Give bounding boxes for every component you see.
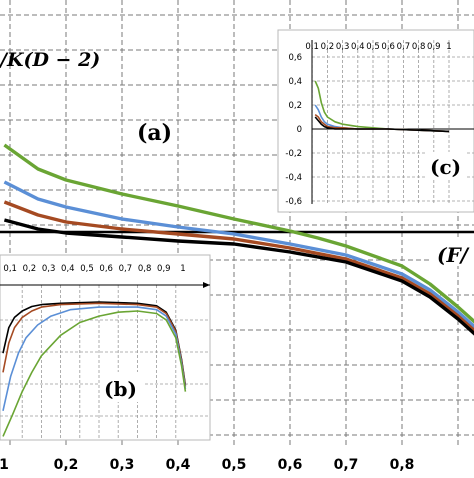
inset-b-frame — [0, 254, 211, 441]
main-x-tick-label: 0,6 — [278, 457, 303, 473]
inset-b-x-tick-label: 0,8 — [138, 264, 152, 274]
inset-c-x-tick-label: 0,1 — [305, 42, 319, 52]
inset-c-y-tick-label: -0,6 — [285, 197, 302, 207]
inset-c-x-tick-label: 0,8 — [412, 42, 426, 52]
panel-label-c: (c) — [430, 155, 461, 179]
inset-c-y-tick-label: -0,4 — [285, 173, 302, 183]
main-x-tick-label: 0,8 — [390, 457, 415, 473]
inset-c-y-tick-label: 0,4 — [288, 77, 302, 87]
inset-b-x-tick-label: 0,9 — [157, 264, 171, 274]
inset-b-x-tick-label: 0,5 — [80, 264, 94, 274]
inset-c-y-tick-labels: 0,6 0,4 0,2 0 -0,2 -0,4 -0,6 — [285, 53, 302, 207]
inset-c-y-tick-label: 0,2 — [288, 101, 302, 111]
inset-c-series — [314, 80, 450, 133]
inset-b-series-line-2 — [2, 306, 187, 411]
main-y-axis-label: /K(D − 2) — [0, 49, 100, 71]
inset-c-series-line-3 — [314, 116, 450, 133]
main-x-tick-labels: 1 0,2 0,3 0,4 0,5 0,6 0,7 0,8 — [0, 457, 414, 473]
inset-c-x-tick-label: 0,5 — [366, 42, 380, 52]
inset-c-y-tick-label: 0,6 — [288, 53, 302, 63]
inset-b-x-tick-labels: 0,1 0,2 0,3 0,4 0,5 0,6 0,7 0,8 0,9 1 — [3, 264, 185, 274]
main-series — [3, 143, 474, 336]
inset-c-x-tick-label: 0,7 — [397, 42, 411, 52]
main-series-line-1 — [3, 180, 474, 329]
inset-b-axis-arrow — [203, 282, 210, 288]
inset-b: 0,1 0,2 0,3 0,4 0,5 0,6 0,7 0,8 0,9 1 (b) — [0, 254, 211, 441]
main-x-tick-label: 0,3 — [110, 457, 135, 473]
inset-b-x-tick-label: 0,3 — [42, 264, 56, 274]
inset-c: 0,1 0,2 0,3 0,4 0,5 0,6 0,7 0,8 0,9 1 0,60,40,20-… — [277, 29, 474, 213]
main-series-line-3 — [3, 218, 474, 336]
inset-c-x-tick-label: 0,6 — [381, 42, 395, 52]
inset-c-x-tick-label: 1 — [446, 42, 451, 52]
inset-c-x-tick-label: 0,2 — [321, 42, 335, 52]
main-x-tick-label: 0,4 — [166, 457, 191, 473]
main-x-axis-label: (F/ — [437, 243, 470, 267]
inset-c-x-tick-label: 0,4 — [351, 42, 365, 52]
x-label-backdrop — [432, 238, 474, 266]
inset-b-x-tick-label: 1 — [180, 264, 185, 274]
inset-b-series — [2, 301, 187, 437]
inset-b-series-line-3 — [2, 310, 187, 437]
inset-b-x-tick-label: 0,1 — [3, 264, 17, 274]
main-x-tick-label: 0,7 — [334, 457, 359, 473]
main-x-tick-label: 0,5 — [222, 457, 247, 473]
inset-c-x-tick-label: 0,3 — [336, 42, 350, 52]
inset-c-y-tick-label: 0 — [297, 125, 302, 135]
inset-b-x-tick-label: 0,6 — [99, 264, 113, 274]
inset-b-label-backdrop — [100, 372, 144, 402]
main-series-line-2 — [3, 200, 474, 333]
inset-b-series-line-1 — [2, 302, 187, 387]
inset-c-y-tick-label: -0,2 — [285, 149, 302, 159]
inset-b-grid — [0, 285, 210, 438]
inset-c-frame — [277, 29, 474, 213]
main-series-line-0 — [3, 143, 474, 324]
main-x-tick-label: 0,2 — [54, 457, 79, 473]
panel-label-a: (a) — [137, 120, 172, 146]
inset-c-label-backdrop — [426, 152, 466, 180]
main-x-tick-label: 1 — [0, 457, 9, 473]
inset-b-x-tick-label: 0,7 — [119, 264, 133, 274]
inset-b-x-tick-label: 0,4 — [61, 264, 75, 274]
inset-c-x-tick-labels: 0,1 0,2 0,3 0,4 0,5 0,6 0,7 0,8 0,9 1 — [305, 42, 451, 52]
inset-c-x-tick-label: 0,9 — [427, 42, 441, 52]
panel-label-b: (b) — [104, 377, 137, 401]
inset-b-x-tick-label: 0,2 — [23, 264, 37, 274]
